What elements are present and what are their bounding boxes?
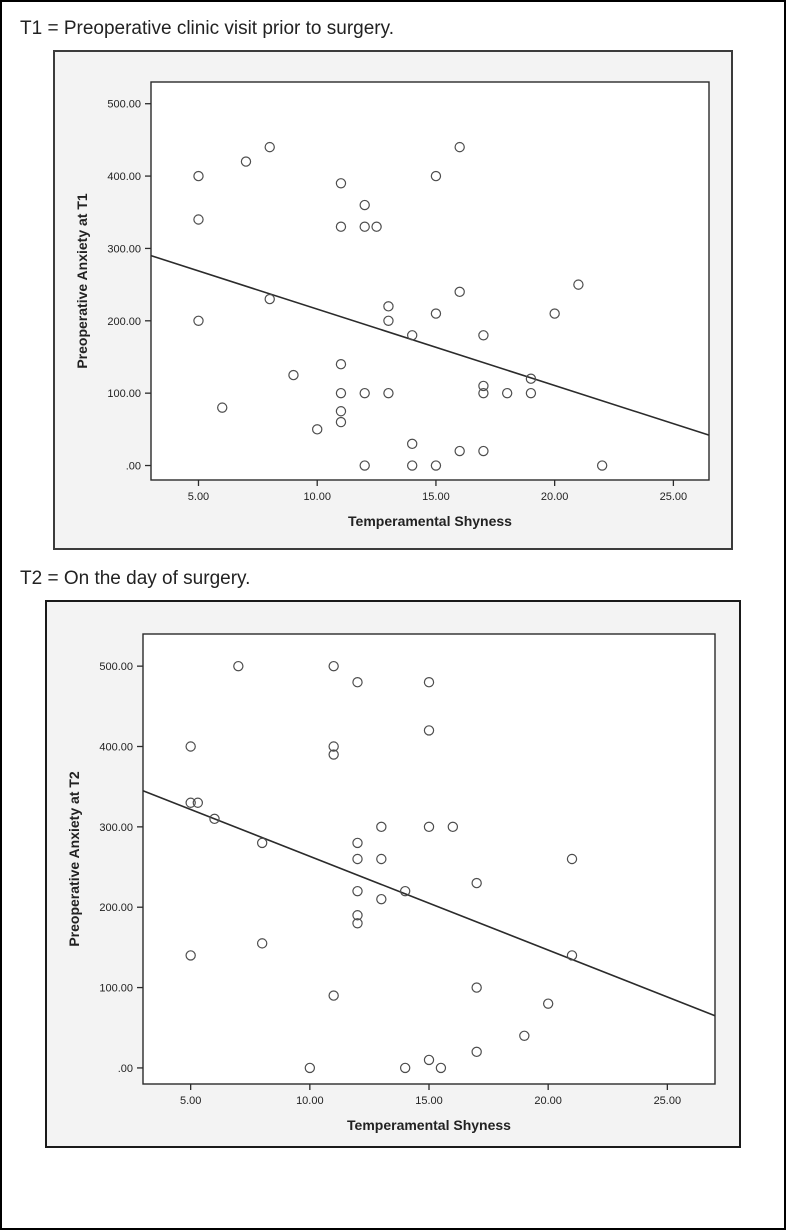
chart-box-t1: 5.00 10.00 15.00 20.00 25.00 .00 100.00 200.00 3… (53, 50, 733, 550)
svg-text:20.00: 20.00 (541, 491, 569, 503)
svg-text:Preoperative Anxiety at T2: Preoperative Anxiety at T2 (66, 771, 82, 947)
svg-text:25.00: 25.00 (660, 491, 688, 503)
scatter-chart-t1: 5.00 10.00 15.00 20.00 25.00 .00 100.00 200.00 3… (55, 52, 735, 552)
svg-text:500.00: 500.00 (99, 661, 133, 673)
svg-text:200.00: 200.00 (107, 316, 141, 328)
svg-text:Preoperative Anxiety at T1: Preoperative Anxiety at T1 (74, 193, 90, 369)
chart-box-t2: 5.00 10.00 15.00 20.00 25.00 .00 100.00 200.00 3… (45, 600, 741, 1148)
svg-text:200.00: 200.00 (99, 902, 133, 914)
chart-wrap-t2: 5.00 10.00 15.00 20.00 25.00 .00 100.00 200.00 3… (20, 600, 766, 1148)
svg-text:Temperamental Shyness: Temperamental Shyness (348, 513, 512, 529)
svg-text:300.00: 300.00 (107, 243, 141, 255)
scatter-chart-t2: 5.00 10.00 15.00 20.00 25.00 .00 100.00 200.00 3… (47, 602, 743, 1150)
svg-text:5.00: 5.00 (188, 491, 209, 503)
svg-text:25.00: 25.00 (654, 1095, 682, 1107)
svg-text:20.00: 20.00 (534, 1095, 562, 1107)
svg-text:500.00: 500.00 (107, 99, 141, 111)
svg-text:100.00: 100.00 (99, 983, 133, 995)
svg-text:Temperamental Shyness: Temperamental Shyness (347, 1117, 511, 1133)
caption-t2: T2 = On the day of surgery. (20, 568, 766, 590)
svg-text:15.00: 15.00 (415, 1095, 443, 1107)
chart-wrap-t1: 5.00 10.00 15.00 20.00 25.00 .00 100.00 200.00 3… (20, 50, 766, 550)
svg-text:10.00: 10.00 (303, 491, 331, 503)
svg-text:.00: .00 (118, 1063, 133, 1075)
svg-text:400.00: 400.00 (99, 742, 133, 754)
svg-text:5.00: 5.00 (180, 1095, 201, 1107)
svg-text:300.00: 300.00 (99, 822, 133, 834)
svg-text:15.00: 15.00 (422, 491, 450, 503)
caption-t1: T1 = Preoperative clinic visit prior to … (20, 18, 766, 40)
spacer (20, 550, 766, 566)
svg-text:10.00: 10.00 (296, 1095, 324, 1107)
svg-text:.00: .00 (126, 461, 141, 473)
svg-text:400.00: 400.00 (107, 171, 141, 183)
svg-text:100.00: 100.00 (107, 388, 141, 400)
figure-outer-frame: T1 = Preoperative clinic visit prior to … (0, 0, 786, 1230)
